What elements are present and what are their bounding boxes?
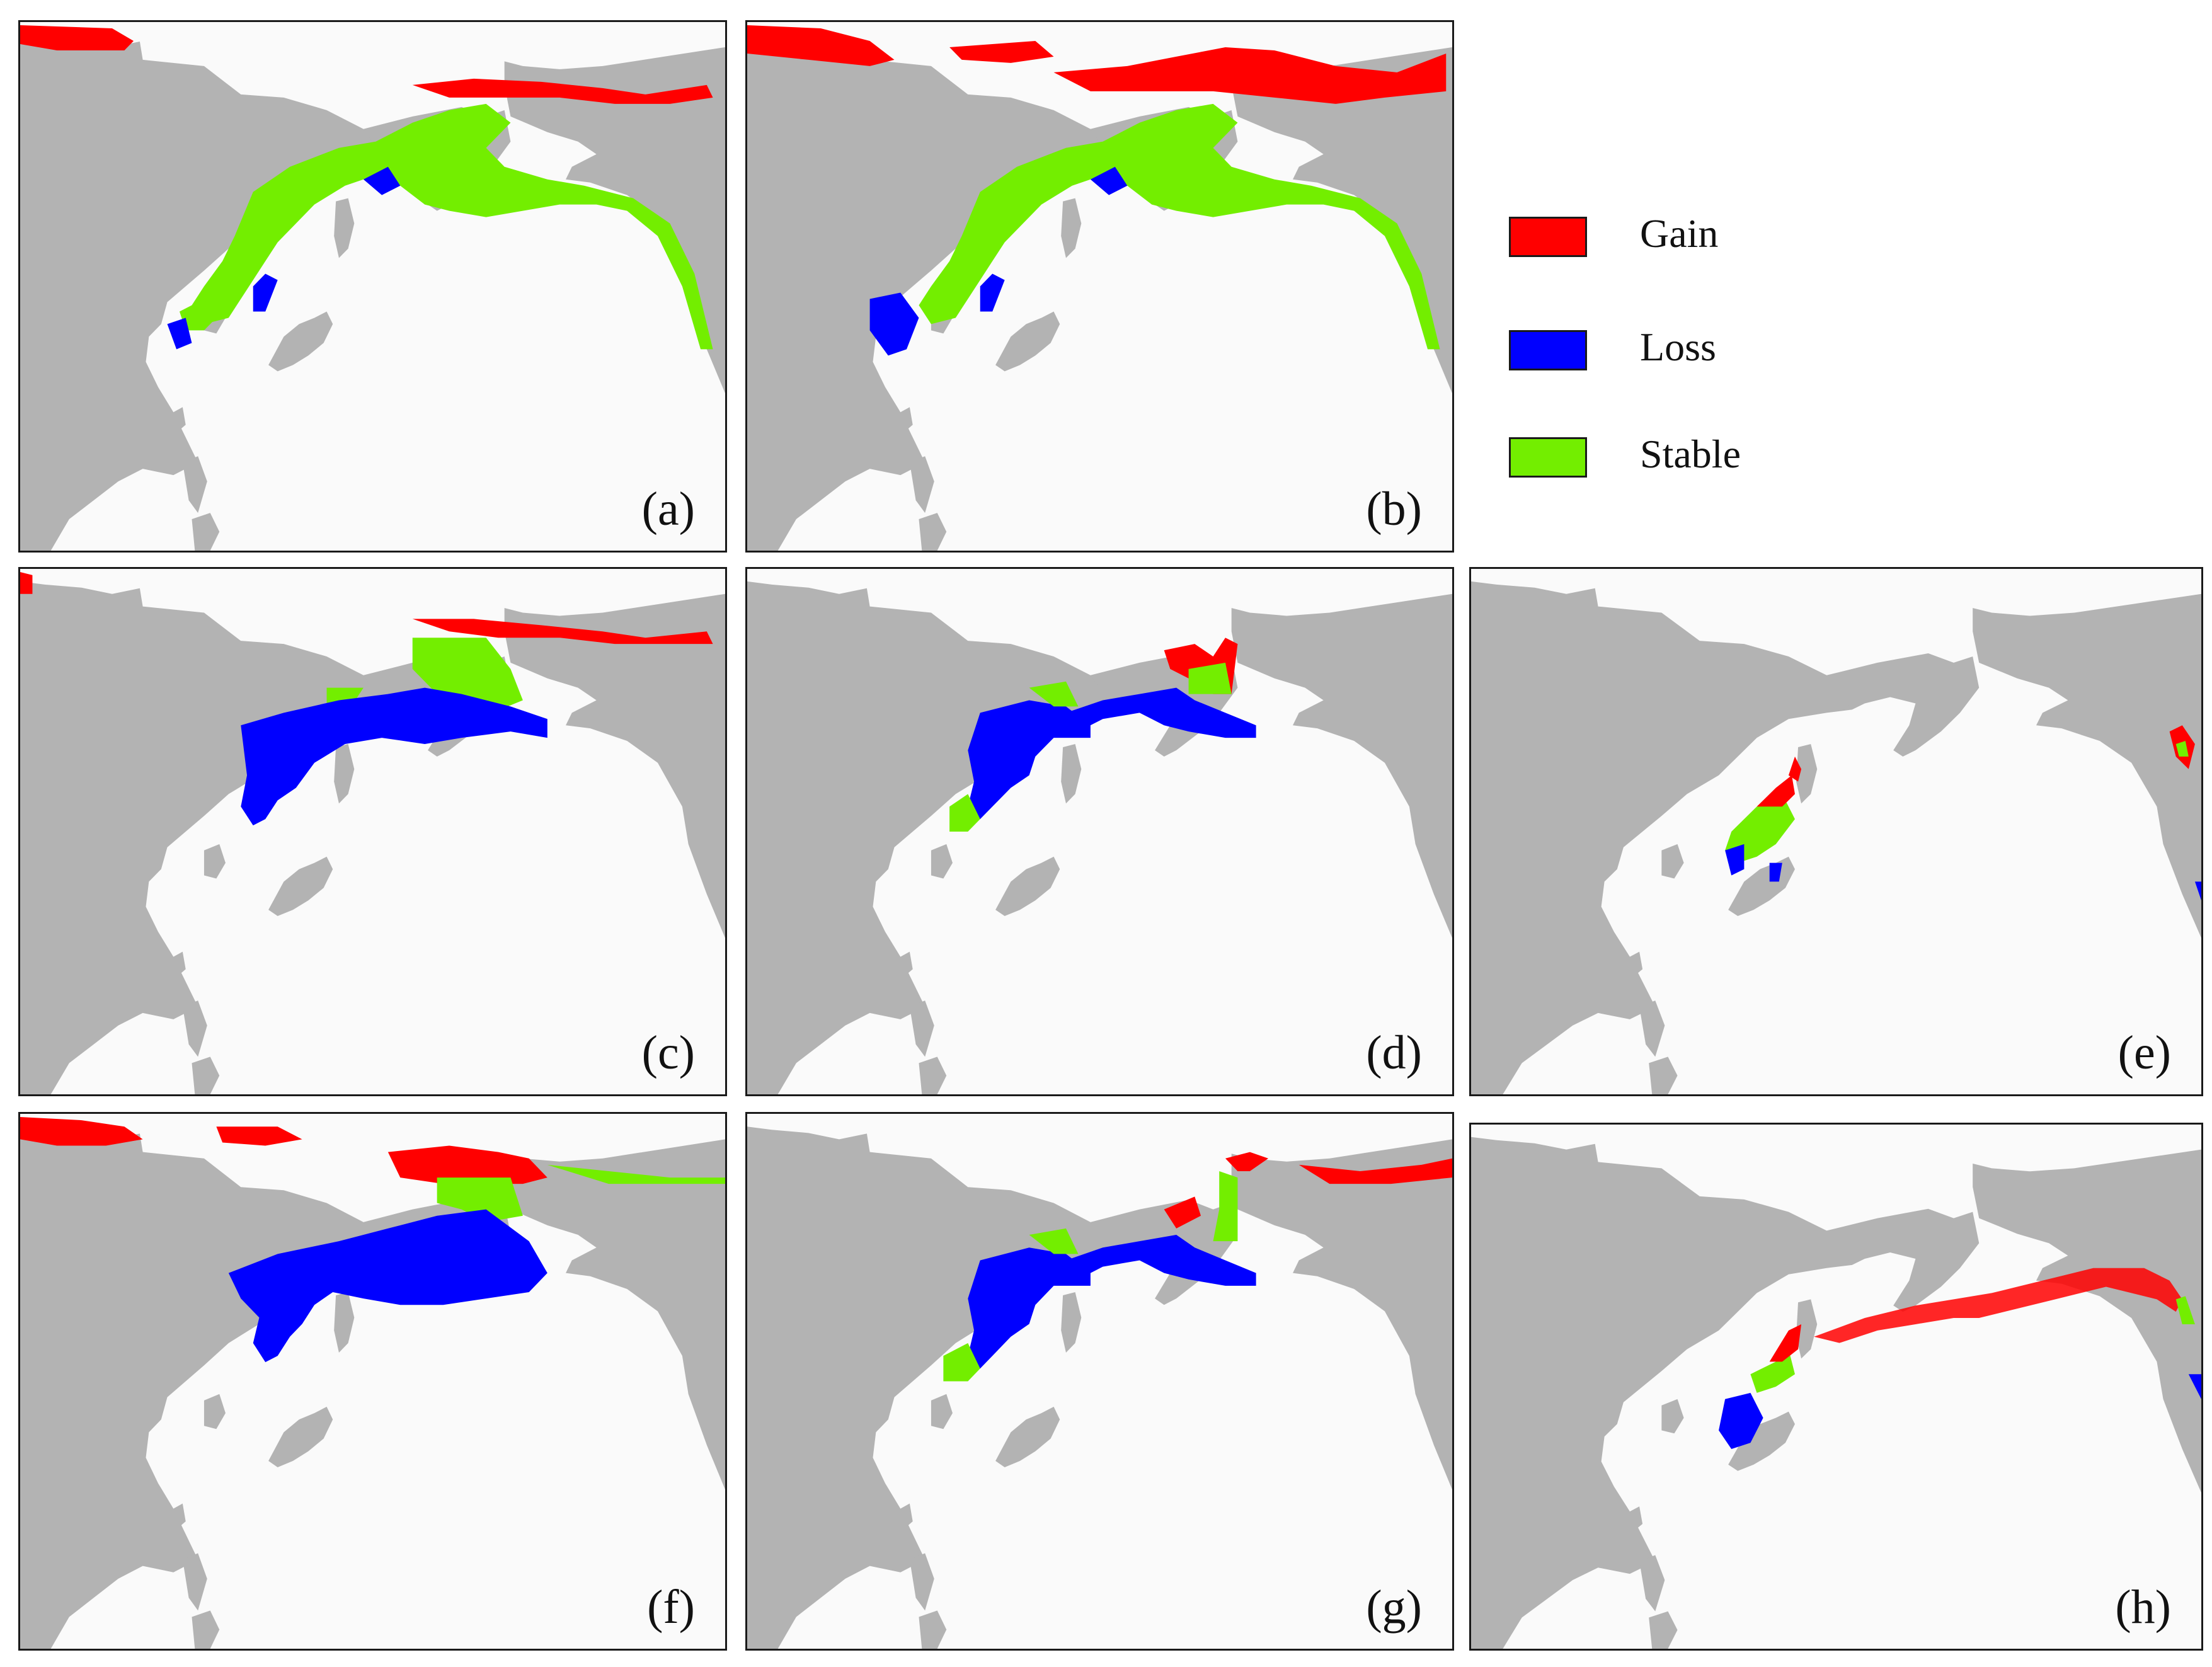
map-f [20, 1114, 725, 1649]
map-panel-h: (h) [1469, 1123, 2203, 1651]
map-h [1471, 1125, 2201, 1649]
legend-swatch-gain [1509, 217, 1587, 257]
legend-swatch-stable [1509, 437, 1587, 478]
legend-item-gain: Gain [1509, 208, 1887, 265]
map-e [1471, 569, 2201, 1094]
panel-label-c: (c) [641, 1026, 695, 1079]
legend-item-stable: Stable [1509, 428, 1887, 485]
map-b [747, 22, 1452, 551]
map-panel-c: (c) [18, 567, 727, 1096]
map-panel-d: (d) [745, 567, 1454, 1096]
map-panel-g: (g) [745, 1112, 1454, 1651]
panel-label-h: (h) [2115, 1581, 2171, 1634]
legend-swatch-loss [1509, 330, 1587, 370]
panel-label-f: (f) [647, 1581, 695, 1634]
legend-label-stable: Stable [1640, 432, 1741, 476]
legend-label-gain: Gain [1640, 211, 1719, 256]
map-a [20, 22, 725, 551]
legend-label-loss: Loss [1640, 324, 1716, 369]
panel-label-a: (a) [641, 483, 695, 536]
panel-label-e: (e) [2117, 1026, 2171, 1079]
map-c [20, 569, 725, 1094]
map-panel-a: (a) [18, 20, 727, 553]
map-d [747, 569, 1452, 1094]
panel-label-b: (b) [1366, 483, 1422, 536]
panel-label-g: (g) [1366, 1581, 1422, 1634]
map-panel-f: (f) [18, 1112, 727, 1651]
map-g [747, 1114, 1452, 1649]
map-panel-b: (b) [745, 20, 1454, 553]
map-panel-e: (e) [1469, 567, 2203, 1096]
panel-label-d: (d) [1366, 1026, 1422, 1079]
legend-item-loss: Loss [1509, 321, 1887, 378]
